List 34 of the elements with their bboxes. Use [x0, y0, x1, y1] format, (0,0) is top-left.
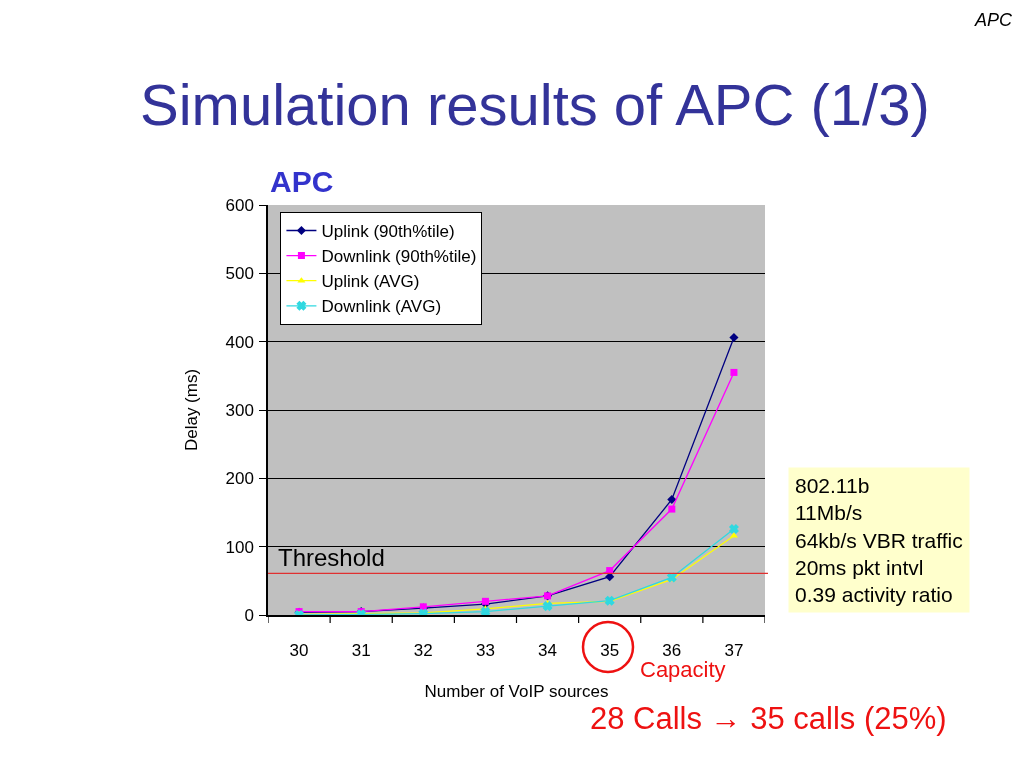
text: APC	[974, 10, 1014, 30]
point	[729, 333, 739, 343]
y-tick-label: 400	[225, 332, 254, 352]
point	[542, 601, 553, 611]
x-tick-label: 31	[351, 641, 371, 661]
point	[730, 368, 738, 376]
y-tick-label: 300	[225, 400, 254, 420]
y-tick-label: 100	[225, 537, 254, 557]
y-tick-label: 600	[225, 195, 254, 215]
text: 28 Calls → 35 calls (25%)	[590, 701, 947, 736]
point	[668, 505, 676, 513]
x-axis-title: Number of VoIP sources	[424, 682, 609, 702]
chart-title: Simulation results of APC (1/3)	[140, 72, 930, 138]
legend-label: Downlink (AVG)	[321, 297, 442, 317]
point	[480, 606, 491, 615]
point	[667, 494, 677, 505]
x-tick-label: 32	[413, 641, 433, 661]
point	[729, 524, 739, 534]
text: 802.11b 11Mb/s 64kb/s VBR traffic 20ms pkt intvl 0.39 activity ratio	[795, 474, 963, 607]
x-tick-label: 33	[475, 641, 495, 661]
legend-label: Uplink (90th%tile)	[321, 222, 455, 242]
legend-label: Downlink (90th%tile)	[321, 247, 477, 267]
y-tick-label: 500	[225, 264, 254, 284]
y-tick-label: 200	[225, 469, 254, 489]
y-tick-label: 0	[244, 605, 254, 625]
legend-label: Uplink (AVG)	[321, 272, 420, 292]
chart-subtitle: APC	[270, 165, 334, 198]
x-tick-label: 35	[600, 641, 620, 661]
x-tick-label: 30	[289, 641, 309, 661]
x-tick-label: 37	[724, 641, 744, 661]
ref-line-label: Threshold	[278, 544, 385, 571]
y-axis-title: Delay (ms)	[181, 368, 201, 452]
point	[481, 597, 489, 605]
x-tick-label: 34	[538, 641, 558, 661]
